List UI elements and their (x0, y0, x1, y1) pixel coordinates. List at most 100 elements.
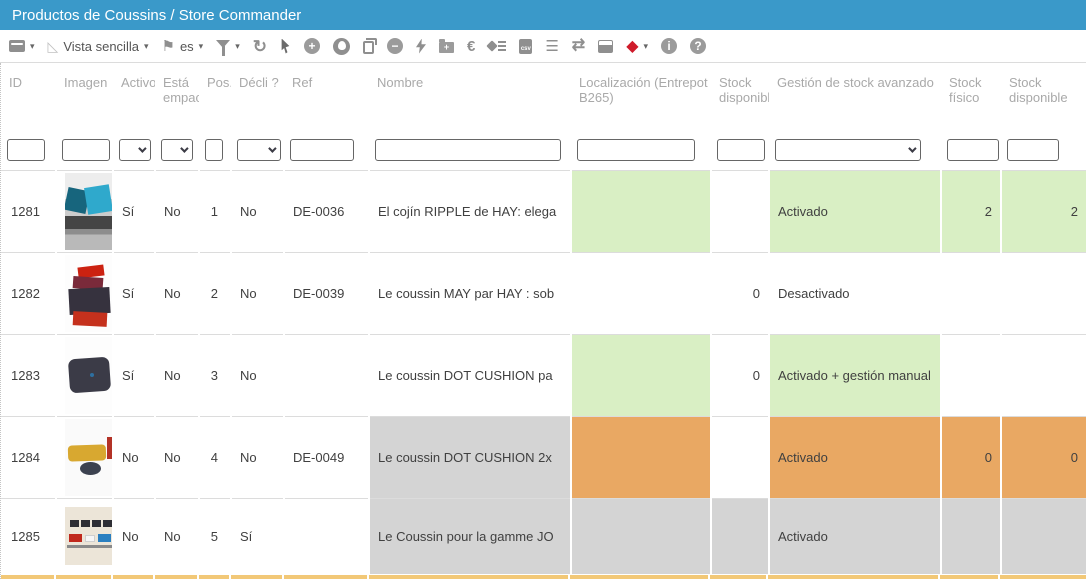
cell-nombre[interactable]: Le Coussin pour la gamme JO (369, 497, 572, 574)
cell-ref[interactable]: DE-0049 (284, 415, 370, 498)
cell-esta-empac[interactable]: No (155, 497, 200, 574)
cell-nombre[interactable]: Le coussin MAY par HAY : sob (369, 251, 572, 334)
cell-image[interactable] (56, 415, 114, 498)
cell-gestion-stock[interactable]: Desactivado (769, 251, 942, 334)
cell-esta-empac[interactable]: No (155, 333, 200, 416)
cell-id[interactable]: 1284 (1, 415, 57, 498)
filter-localizacion-input[interactable] (577, 138, 695, 161)
cell-pos[interactable]: 4 (199, 415, 232, 498)
column-header-esta-empac[interactable]: Está empac (163, 75, 199, 105)
cell-gestion-stock[interactable]: Activado (769, 169, 942, 252)
cell-image[interactable] (56, 497, 114, 574)
column-header-imagen[interactable]: Imagen (64, 75, 108, 90)
label-gun-button[interactable] (486, 40, 507, 52)
simple-view-button[interactable]: ◺ Vista sencilla ▾ (48, 38, 149, 55)
cell-id[interactable]: 1285 (1, 497, 57, 574)
cell-image[interactable] (56, 169, 114, 252)
shuffle-button[interactable]: ⇄ (572, 38, 585, 54)
cell-decli[interactable]: No (231, 251, 285, 334)
add-to-folder-button[interactable] (438, 39, 454, 53)
cell-stock-disponible-2[interactable] (1001, 497, 1086, 574)
cell-stock-fisico[interactable] (941, 497, 1002, 574)
column-header-decli[interactable]: Décli ? (239, 75, 279, 90)
info-button[interactable]: i (661, 38, 678, 54)
cell-id[interactable]: 1283 (1, 333, 57, 416)
cell-ref[interactable]: DE-0036 (284, 169, 370, 252)
column-header-gestion-stock[interactable]: Gestión de stock avanzado (777, 75, 934, 90)
cell-activo[interactable]: No (113, 415, 156, 498)
filter-ref-input[interactable] (290, 138, 354, 161)
filter-stock-disponible-input[interactable] (717, 138, 765, 161)
cell-gestion-stock[interactable]: Activado (769, 497, 942, 574)
cell-stock-disponible[interactable]: 0 (711, 251, 770, 334)
print-button[interactable] (598, 39, 614, 53)
cell-stock-fisico[interactable] (941, 251, 1002, 334)
refresh-button[interactable]: ↻ (253, 38, 267, 55)
language-button[interactable]: ⚑ es ▾ (161, 39, 203, 54)
cell-decli[interactable]: No (231, 415, 285, 498)
column-header-nombre[interactable]: Nombre (377, 75, 424, 90)
cell-activo[interactable]: Sí (113, 169, 156, 252)
cell-stock-disponible[interactable] (711, 497, 770, 574)
column-header-localizacion[interactable]: Localización (Entrepot B265) (579, 75, 708, 105)
cell-localizacion[interactable] (571, 251, 712, 334)
filter-pos-input[interactable] (205, 138, 223, 161)
cell-stock-disponible[interactable] (711, 169, 770, 252)
cell-localizacion[interactable] (571, 333, 712, 416)
cell-id[interactable]: 1282 (1, 251, 57, 334)
cell-decli[interactable]: No (231, 333, 285, 416)
cell-ref[interactable]: DE-0039 (284, 251, 370, 334)
column-header-stock-disponible[interactable]: Stock disponible (719, 75, 769, 105)
cell-stock-fisico[interactable] (941, 333, 1002, 416)
cell-gestion-stock[interactable]: Activado + gestión manual (769, 333, 942, 416)
csv-export-button[interactable]: csv (519, 38, 533, 54)
cell-ref[interactable] (284, 497, 370, 574)
cell-esta-empac[interactable]: No (155, 415, 200, 498)
cell-pos[interactable]: 2 (199, 251, 232, 334)
cell-gestion-stock[interactable]: Activado (769, 415, 942, 498)
cell-nombre[interactable]: Le coussin DOT CUSHION 2x (369, 415, 572, 498)
cell-decli[interactable]: Sí (231, 497, 285, 574)
cell-stock-disponible[interactable] (711, 415, 770, 498)
cell-activo[interactable]: Sí (113, 333, 156, 416)
cell-nombre[interactable]: Le coussin DOT CUSHION pa (369, 333, 572, 416)
cell-pos[interactable]: 5 (199, 497, 232, 574)
cell-image[interactable] (56, 333, 114, 416)
grid-view-button[interactable]: ▾ (9, 40, 35, 52)
cell-stock-fisico[interactable]: 2 (941, 169, 1002, 252)
duplicate-button[interactable] (362, 38, 377, 54)
help-button[interactable]: ? (690, 38, 707, 54)
ordered-list-button[interactable]: ☰ (545, 39, 558, 54)
cell-stock-disponible[interactable]: 0 (711, 333, 770, 416)
column-header-id[interactable]: ID (9, 75, 22, 90)
cell-pos[interactable]: 3 (199, 333, 232, 416)
filter-id-input[interactable] (7, 138, 45, 161)
cell-decli[interactable]: No (231, 169, 285, 252)
filter-imagen-input[interactable] (62, 138, 110, 161)
cell-localizacion[interactable] (571, 497, 712, 574)
cell-nombre[interactable]: El cojín RIPPLE de HAY: elega (369, 169, 572, 252)
column-header-stock-fisico[interactable]: Stock físico (949, 75, 982, 105)
cell-esta-empac[interactable]: No (155, 169, 200, 252)
column-header-activo[interactable]: Activo (121, 75, 155, 90)
cell-activo[interactable]: Sí (113, 251, 156, 334)
remove-button[interactable]: − (386, 38, 403, 54)
cell-stock-disponible-2[interactable] (1001, 333, 1086, 416)
filter-activo-select[interactable] (119, 138, 151, 161)
column-header-stock-disponible-2[interactable]: Stock disponible (1009, 75, 1068, 105)
column-header-ref[interactable]: Ref (292, 75, 313, 90)
filter-gestion-stock-select[interactable] (775, 138, 921, 161)
cell-ref[interactable] (284, 333, 370, 416)
filter-decli-select[interactable] (237, 138, 281, 161)
bulk-actions-button[interactable] (415, 38, 426, 54)
cell-esta-empac[interactable]: No (155, 251, 200, 334)
filter-esta-empac-select[interactable] (161, 138, 193, 161)
filter-stock-fisico-input[interactable] (947, 138, 999, 161)
add-product-button[interactable]: + (303, 38, 320, 54)
column-header-pos[interactable]: Pos. (207, 75, 231, 90)
cell-image[interactable] (56, 251, 114, 334)
prices-button[interactable]: € (467, 39, 475, 54)
premium-button[interactable]: ◆ ▾ (626, 36, 648, 56)
prestashop-button[interactable] (332, 37, 350, 55)
cell-localizacion[interactable] (571, 169, 712, 252)
